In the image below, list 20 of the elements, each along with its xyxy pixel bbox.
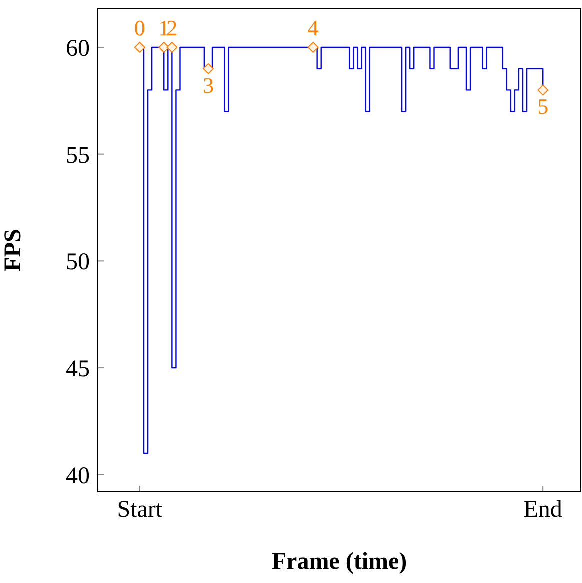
point (308, 42, 319, 53)
y-tick-label: 50 (66, 250, 90, 276)
point (538, 84, 549, 96)
y-tick-label: 60 (66, 36, 90, 62)
annotation: 3 (202, 72, 214, 98)
point (166, 42, 178, 53)
annotation: 4 (308, 15, 319, 40)
y-axis-title: FPS (0, 229, 27, 272)
x-tick-label: Start (117, 497, 163, 524)
point (134, 42, 146, 53)
x-tick-label: End (524, 497, 562, 524)
y-tick-label: 55 (66, 142, 90, 169)
annotation: 5 (538, 94, 549, 120)
annotation: 0 (134, 15, 146, 40)
x-axis-title: Frame (time) (272, 549, 408, 575)
point (158, 42, 170, 53)
y-tick-label: 45 (66, 356, 90, 383)
y-tick-label: 40 (66, 463, 90, 490)
point (202, 63, 214, 74)
annotation: 2 (166, 15, 178, 40)
